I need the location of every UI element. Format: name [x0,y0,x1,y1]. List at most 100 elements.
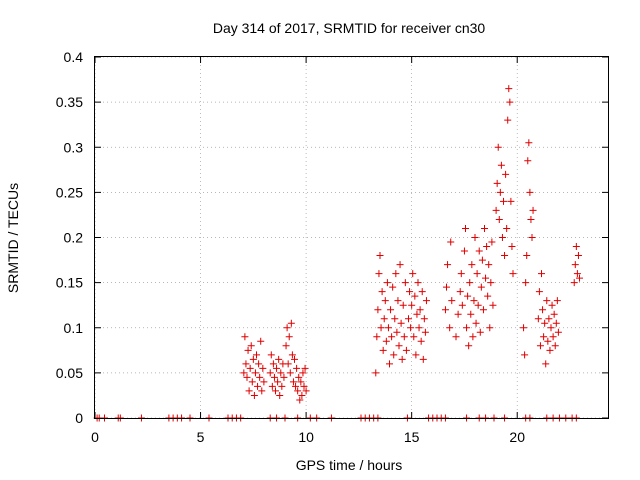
data-point [500,197,507,205]
data-point [387,306,395,314]
data-point [402,346,410,354]
data-point [278,382,286,390]
data-point [489,301,497,309]
data-point [525,139,533,147]
data-point [488,238,496,246]
data-point [246,364,254,372]
data-point [275,355,283,363]
data-point [400,333,408,341]
data-point [249,355,257,363]
data-point [494,143,502,151]
data-point [496,188,504,196]
data-point [476,328,484,336]
y-tick-label: 0.4 [64,49,84,65]
data-point [247,342,255,350]
data-point [468,261,476,269]
data-point [472,319,480,327]
data-point [534,315,542,323]
axis-ticks: 0 5 10 15 20 0 0.05 0.1 0.15 0.2 0.25 0.3 0.35 0.4 [56,49,608,445]
data-point [285,333,293,341]
data-point [242,360,250,368]
x-tick-label: 10 [298,429,314,445]
data-point [448,297,456,305]
data-point [446,324,454,332]
data-point [419,355,427,363]
data-point [276,391,284,399]
data-point [301,364,309,372]
data-point [393,328,401,336]
data-point [258,387,266,395]
data-point [571,261,579,269]
data-point [506,98,514,106]
data-point [396,261,404,269]
data-point [291,355,298,363]
data-point [268,382,276,390]
data-point [473,270,481,278]
data-point [376,252,384,260]
data-point [501,252,509,260]
data-point [458,301,466,309]
data-point [273,364,281,372]
data-point [287,319,295,327]
data-point [250,391,258,399]
data-point [245,387,253,395]
data-point [467,310,475,318]
data-point [406,288,414,296]
data-point [241,333,249,341]
data-point [384,324,392,332]
data-point [543,297,551,305]
y-tick-label: 0.25 [56,184,83,200]
data-point [540,333,548,341]
data-point [383,279,391,287]
data-point [523,252,531,260]
data-point [481,224,488,232]
data-point [299,369,307,377]
data-point [411,292,419,300]
data-point [505,85,513,93]
data-point [390,351,398,359]
data-point [254,382,262,390]
data-point [487,279,495,287]
data-point [255,360,263,368]
data-point [464,292,472,300]
data-point [551,342,559,350]
data-point [508,243,516,251]
data-point [485,261,493,269]
data-point [493,179,501,187]
data-point [394,297,402,305]
data-point [240,369,248,377]
data-point [256,373,264,381]
data-point [284,360,292,368]
x-tick-label: 15 [404,429,420,445]
data-point [380,315,388,323]
data-point [477,283,485,291]
data-point [286,369,294,377]
data-point [397,319,405,327]
data-point [282,342,290,350]
x-axis-label: GPS time / hours [296,457,403,473]
data-point [244,346,252,354]
data-point [454,310,462,318]
data-point [462,224,469,232]
data-point [266,369,274,377]
data-point [412,351,420,359]
data-point [507,197,515,205]
data-point [267,351,275,359]
data-point [457,270,465,278]
data-point [418,288,426,296]
data-points [93,85,583,422]
data-point [546,346,554,354]
data-point [482,274,490,282]
data-point [554,328,562,336]
data-point [386,360,393,368]
data-point [495,215,503,223]
y-tick-label: 0.35 [56,94,83,110]
data-point [297,378,305,386]
data-point [292,382,300,390]
data-point [469,333,477,341]
data-point [536,342,544,350]
data-point [527,215,535,223]
data-point [465,342,473,350]
data-point [296,396,304,404]
data-point [471,234,479,241]
